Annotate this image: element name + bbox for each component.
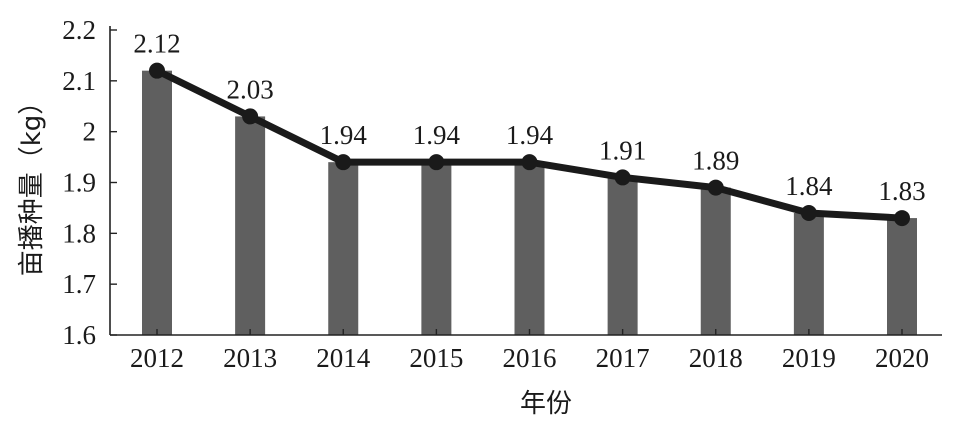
y-tick-label: 1.7 (62, 269, 96, 299)
point-2014 (335, 154, 352, 171)
point-2013 (242, 108, 259, 125)
x-tick-label: 2016 (503, 343, 557, 373)
point-2020 (894, 210, 910, 227)
data-label-2017: 1.91 (599, 135, 646, 165)
y-tick-label: 1.9 (62, 168, 96, 198)
y-axis-title: 亩播种量（kg） (17, 89, 47, 277)
trend-points (149, 62, 910, 227)
bar-2020 (887, 218, 917, 335)
data-label-2013: 2.03 (227, 74, 274, 104)
x-tick-label: 2013 (223, 343, 277, 373)
x-tick-label: 2014 (316, 343, 371, 373)
data-label-2019: 1.84 (785, 171, 833, 201)
bar-2015 (421, 162, 452, 335)
x-tick-label: 2020 (875, 343, 929, 373)
bar-2018 (700, 187, 731, 335)
bar-2019 (793, 213, 824, 335)
data-labels: 2.12 2.03 1.94 1.94 1.94 1.91 1.89 1.84 1.83 (133, 29, 925, 206)
y-tick-label: 1.8 (62, 218, 96, 248)
data-label-2020: 1.83 (878, 176, 925, 206)
data-label-2018: 1.89 (692, 146, 739, 176)
y-tick-label: 2 (83, 117, 97, 147)
data-label-2016: 1.94 (506, 120, 554, 150)
bar-2016 (514, 162, 545, 335)
point-2012 (149, 62, 165, 79)
y-axis-ticks: 1.6 1.7 1.8 1.9 2 2.1 2.2 (62, 15, 117, 350)
bar-2012 (142, 70, 172, 336)
bar-2014 (328, 162, 359, 335)
point-2015 (428, 154, 445, 171)
y-tick-label: 1.6 (62, 320, 96, 350)
bar-2017 (607, 177, 638, 335)
x-tick-label: 2019 (782, 343, 836, 373)
x-tick-label: 2018 (689, 343, 743, 373)
point-2017 (614, 169, 631, 186)
bar-2013 (235, 116, 266, 336)
y-tick-label: 2.2 (62, 15, 96, 45)
point-2019 (800, 205, 817, 221)
point-2016 (521, 154, 538, 171)
x-tick-label: 2015 (409, 343, 463, 373)
bars (142, 70, 917, 336)
data-label-2012: 2.12 (133, 29, 180, 59)
y-tick-label: 2.1 (62, 66, 96, 96)
x-tick-label: 2012 (130, 343, 184, 373)
x-axis-title: 年份 (520, 389, 572, 419)
data-label-2015: 1.94 (413, 120, 461, 150)
data-label-2014: 1.94 (320, 120, 368, 150)
point-2018 (707, 179, 724, 196)
x-axis-ticks: 2012 2013 2014 2015 2016 2017 2018 2019 2020 (130, 329, 929, 373)
x-tick-label: 2017 (596, 343, 650, 373)
